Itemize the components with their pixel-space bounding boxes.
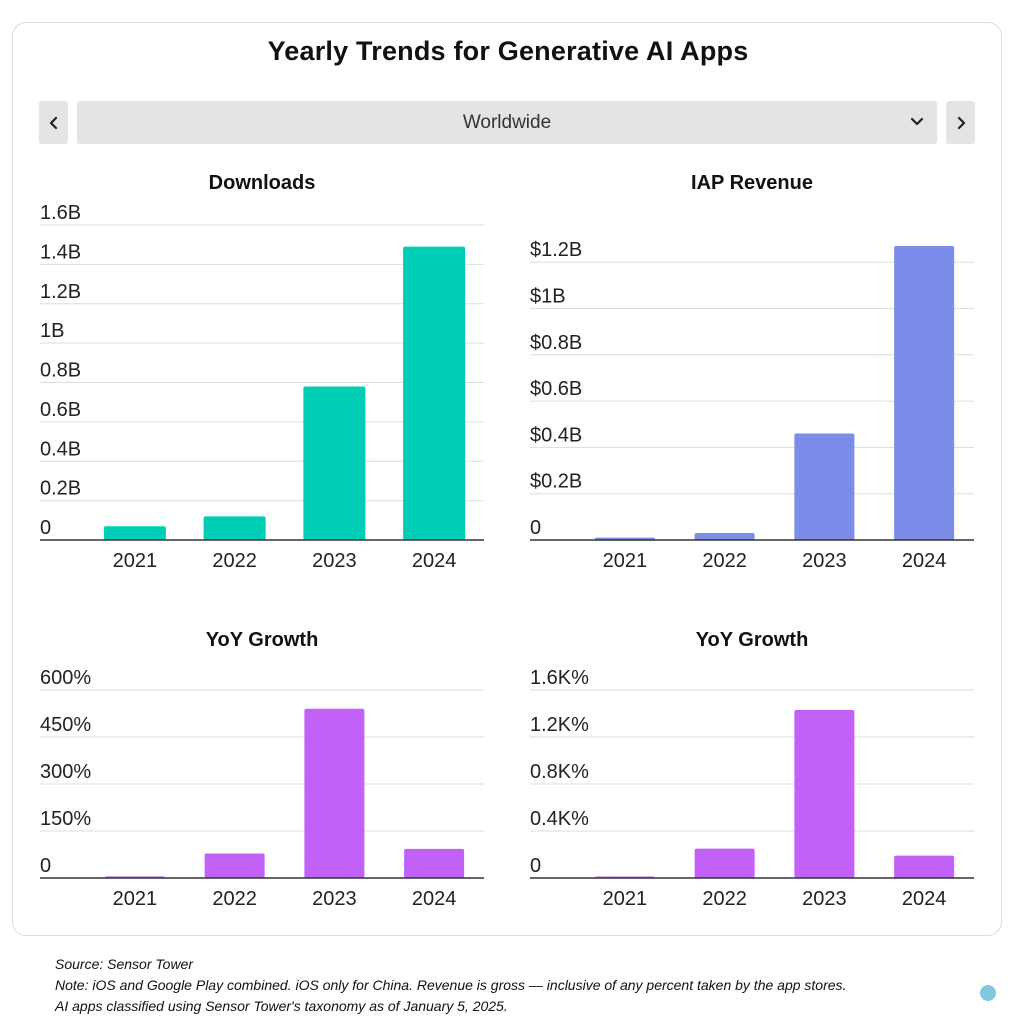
revenue-x-tick-label: 2021	[603, 550, 648, 572]
revenue-y-tick-label: $0.2B	[530, 471, 582, 493]
revenue-y-tick-label: $0.8B	[530, 332, 582, 354]
methodology-note: Note: iOS and Google Play combined. iOS …	[55, 977, 847, 993]
chevron-right-icon	[957, 116, 965, 129]
revenue-growth-chart-title: YoY Growth	[695, 629, 809, 651]
downloads-growth-bar[interactable]	[404, 848, 465, 878]
downloads-x-tick-label: 2022	[212, 550, 257, 572]
watermark-text: ‏‏‏‏ ‏ ‏	[967, 984, 976, 1001]
downloads-y-tick-label: 0.6B	[40, 399, 81, 421]
downloads-y-tick-label: 1.6B	[40, 202, 81, 224]
region-select[interactable]: Worldwide	[77, 101, 937, 144]
revenue-bar[interactable]	[894, 246, 955, 540]
revenue-chart-title: IAP Revenue	[691, 172, 813, 194]
revenue-x-tick-label: 2023	[802, 550, 847, 572]
revenue-y-tick-label: $1.2B	[530, 239, 582, 261]
downloads-x-tick-label: 2021	[113, 550, 158, 572]
revenue-growth-x-tick-label: 2024	[902, 888, 947, 910]
next-region-button[interactable]	[946, 101, 975, 144]
revenue-growth-y-tick-label: 1.2K%	[530, 714, 589, 736]
downloads-growth-x-tick-label: 2024	[412, 888, 457, 910]
downloads-bar[interactable]	[303, 386, 366, 540]
downloads-y-tick-label: 1.2B	[40, 281, 81, 303]
revenue-y-tick-label: $0.4B	[530, 424, 582, 446]
downloads-y-tick-label: 0	[40, 517, 51, 539]
source-note: Source: Sensor Tower	[55, 956, 193, 972]
classification-note: AI apps classified using Sensor Tower's …	[55, 998, 508, 1014]
downloads-y-tick-label: 1B	[40, 320, 64, 342]
revenue-growth-x-tick-label: 2023	[802, 888, 847, 910]
revenue-y-tick-label: $0.6B	[530, 378, 582, 400]
downloads-growth-bar[interactable]	[304, 708, 365, 878]
downloads-x-tick-label: 2023	[312, 550, 357, 572]
region-select-value: Worldwide	[462, 111, 552, 133]
revenue-growth-y-tick-label: 0.8K%	[530, 761, 589, 783]
downloads-growth-chart-title: YoY Growth	[205, 629, 319, 651]
downloads-x-tick-label: 2024	[412, 550, 457, 572]
revenue-y-tick-label: $1B	[530, 286, 566, 308]
revenue-bar[interactable]	[794, 433, 855, 540]
previous-region-button[interactable]	[39, 101, 68, 144]
downloads-y-tick-label: 0.8B	[40, 360, 81, 382]
downloads-y-tick-label: 0.2B	[40, 478, 81, 500]
revenue-x-tick-label: 2024	[902, 550, 947, 572]
revenue-growth-bar[interactable]	[794, 709, 855, 878]
watermark-icon	[980, 984, 996, 1001]
revenue-y-tick-label: 0	[530, 517, 541, 539]
downloads-growth-x-tick-label: 2021	[113, 888, 158, 910]
revenue-growth-x-tick-label: 2022	[702, 888, 747, 910]
downloads-y-tick-label: 1.4B	[40, 241, 81, 263]
revenue-growth-y-tick-label: 1.6K%	[530, 667, 589, 689]
revenue-growth-bar[interactable]	[694, 848, 755, 878]
revenue-growth-y-tick-label: 0	[530, 855, 541, 877]
downloads-y-tick-label: 0.4B	[40, 438, 81, 460]
chevron-down-icon	[910, 117, 924, 126]
downloads-growth-x-tick-label: 2022	[212, 888, 257, 910]
downloads-bar[interactable]	[203, 516, 266, 540]
downloads-growth-y-tick-label: 300%	[40, 761, 91, 783]
downloads-growth-y-tick-label: 600%	[40, 667, 91, 689]
downloads-bar[interactable]	[403, 246, 466, 540]
downloads-bar[interactable]	[103, 526, 166, 540]
downloads-growth-y-tick-label: 450%	[40, 714, 91, 736]
downloads-growth-y-tick-label: 150%	[40, 808, 91, 830]
chevron-left-icon	[49, 116, 57, 129]
revenue-growth-x-tick-label: 2021	[603, 888, 648, 910]
page-title: Yearly Trends for Generative AI Apps	[267, 36, 749, 66]
downloads-chart-title: Downloads	[208, 172, 316, 194]
downloads-growth-y-tick-label: 0	[40, 855, 51, 877]
revenue-growth-bar[interactable]	[894, 855, 955, 878]
chart-footer: Source: Sensor Tower Note: iOS and Googl…	[55, 954, 846, 1017]
downloads-growth-bar[interactable]	[204, 853, 265, 878]
watermark-logo: ‏‏‏‏ ‏ ‏	[968, 984, 996, 1001]
revenue-bar[interactable]	[694, 533, 755, 540]
revenue-growth-y-tick-label: 0.4K%	[530, 808, 589, 830]
downloads-growth-x-tick-label: 2023	[312, 888, 357, 910]
revenue-x-tick-label: 2022	[702, 550, 747, 572]
